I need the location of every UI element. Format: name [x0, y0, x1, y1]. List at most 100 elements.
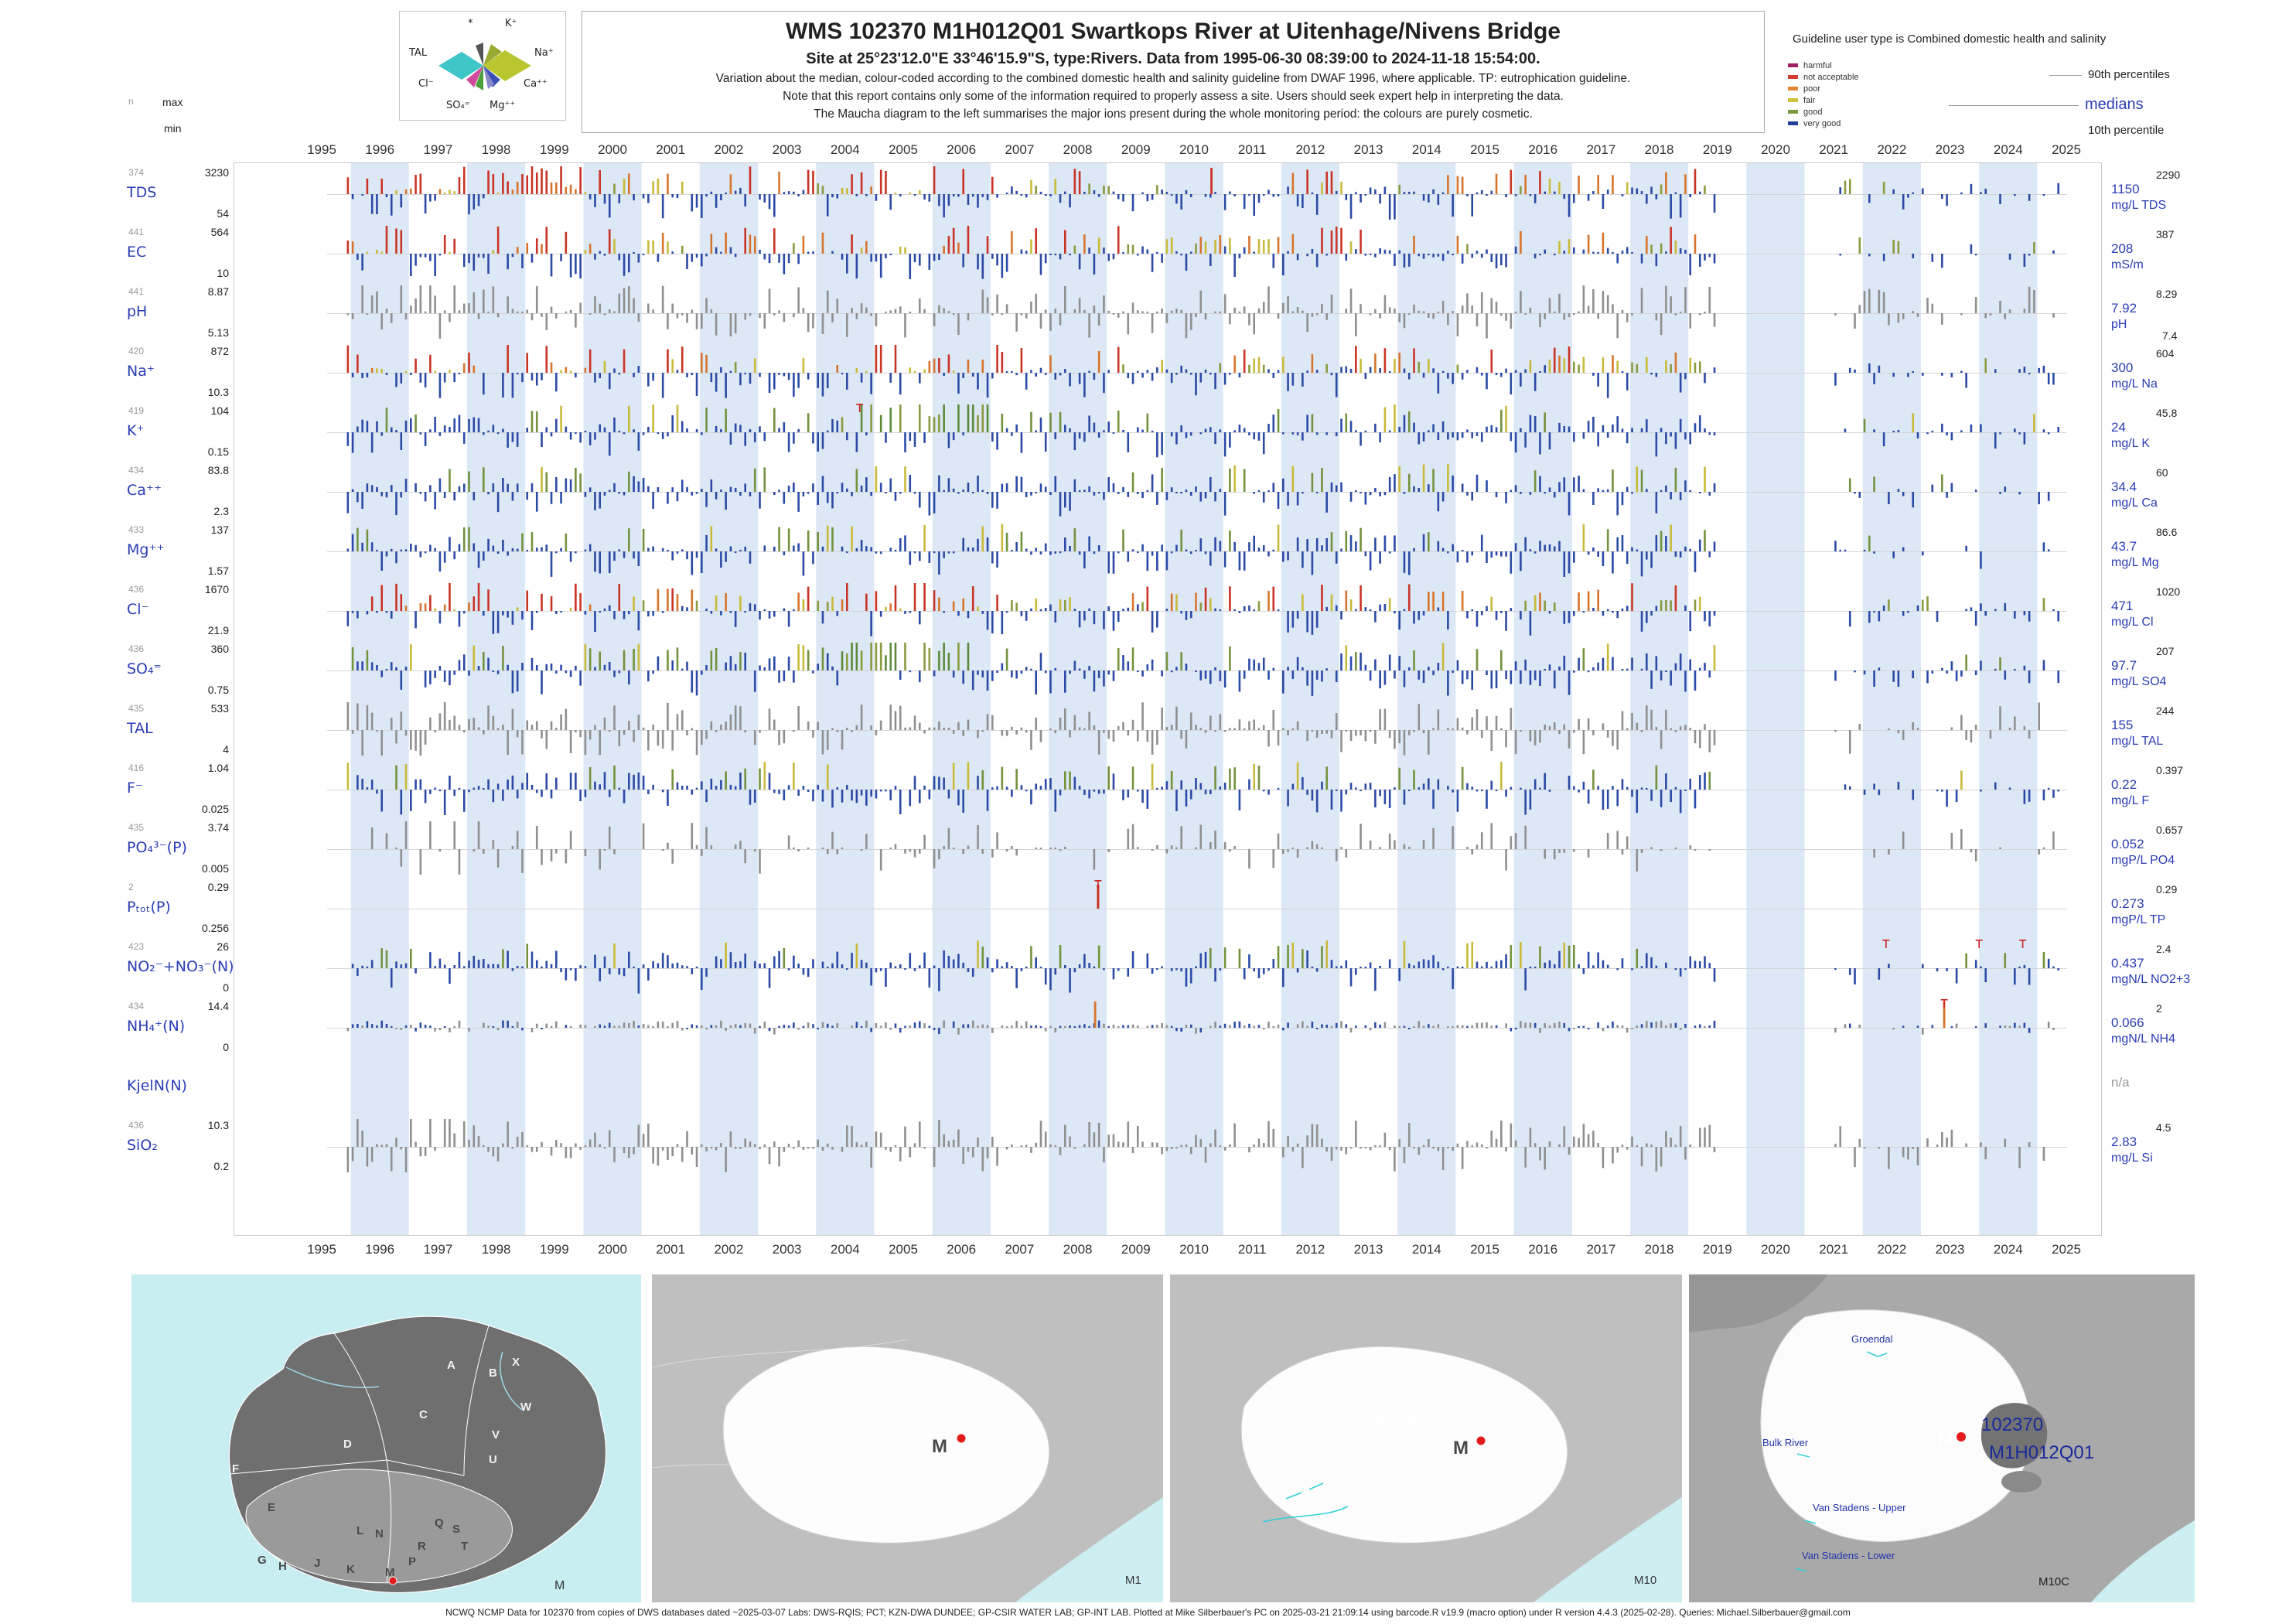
- page-title: WMS 102370 M1H012Q01 Swartkops River at …: [785, 19, 1561, 44]
- param-row-6: 434 83.8 Ca⁺⁺ 2.3 60 34.4 mg/L Ca: [0, 461, 2296, 520]
- sample-count: 420: [128, 346, 145, 357]
- sample-count: 416: [128, 763, 145, 773]
- year-label: 2020: [1761, 1242, 1790, 1257]
- legend-max-label: max: [162, 96, 183, 108]
- param-row-16: KjelN(N) n/a: [0, 1056, 2296, 1116]
- barcode-plot: [327, 404, 2067, 458]
- catchment-dark-2: [2001, 1471, 2042, 1493]
- median-unit: pH: [2111, 318, 2127, 331]
- median-value: 0.437: [2111, 956, 2144, 971]
- min-value: 0.256: [201, 922, 229, 934]
- maucha-wedge-tal: [438, 52, 483, 80]
- barcode-plot: [327, 999, 2067, 1035]
- region-letter-P: P: [408, 1555, 416, 1568]
- year-label: 2005: [889, 1242, 918, 1257]
- region-letter-E: E: [268, 1501, 275, 1514]
- year-label: 2003: [772, 1242, 802, 1257]
- maucha-label-cl: Cl⁻: [418, 78, 434, 90]
- min-value: 21.9: [207, 624, 229, 636]
- year-label: 2015: [1470, 142, 1499, 157]
- region-letter-V: V: [492, 1428, 500, 1441]
- rivers: [1795, 1351, 1888, 1572]
- maucha-label-ca: Ca⁺⁺: [524, 78, 548, 90]
- max-value: 104: [210, 404, 229, 417]
- legend-item-good: good: [1788, 105, 1822, 117]
- param-row-14: 423 26 NO₂⁻+NO₃⁻(N) 0 2.4 0.437 mgN/L NO2+3: [0, 937, 2296, 997]
- median-unit: mg/L F: [2111, 794, 2150, 807]
- year-bands-svg: [350, 163, 2038, 1235]
- param-label: K⁺: [127, 422, 145, 439]
- region-letter-M: M: [385, 1566, 395, 1579]
- station-id: M1H012Q01: [1989, 1442, 2094, 1463]
- year-label: 1995: [307, 142, 336, 157]
- param-row-7: 433 137 Mg⁺⁺ 1.57 86.6 43.7 mg/L Mg: [0, 520, 2296, 580]
- sample-count: 434: [128, 1001, 145, 1012]
- year-label: 2010: [1179, 1242, 1209, 1257]
- median-value: 0.052: [2111, 837, 2144, 851]
- maucha-label-tal: TAL: [409, 47, 428, 59]
- year-label: 2025: [2052, 142, 2081, 157]
- legend-label: not acceptable: [1803, 72, 1859, 82]
- param-label: F⁻: [127, 780, 143, 797]
- year-label: 2011: [1237, 1242, 1267, 1257]
- legend-item-not-acceptable: not acceptable: [1788, 70, 1859, 82]
- ocean: [2091, 1520, 2195, 1602]
- legend-label: harmful: [1803, 60, 1832, 70]
- description-line-1: Variation about the median, colour-coded…: [715, 72, 1631, 85]
- year-label: 2006: [947, 142, 977, 157]
- median-value: 24: [2111, 420, 2126, 435]
- sa-southern-region: [245, 1469, 513, 1584]
- year-label: 2000: [598, 1242, 627, 1257]
- region-letter-L: L: [357, 1524, 363, 1537]
- region-letter-C: C: [419, 1408, 428, 1421]
- ocean: [1534, 1497, 1682, 1602]
- max-value: 14.4: [207, 1000, 229, 1012]
- barcode-plot: [327, 345, 2067, 398]
- panel-label: M10C: [2038, 1575, 2069, 1588]
- region-letter-R: R: [418, 1540, 426, 1553]
- maucha-diagram-box: * K⁺ TAL Na⁺ Cl⁻ Ca⁺⁺ SO₄⁼ Mg⁺⁺: [399, 11, 566, 121]
- param-row-12: 435 3.74 PO₄³⁻(P) 0.005 0.657 0.052 mgP/L PO4: [0, 818, 2296, 878]
- year-label: 2014: [1411, 1242, 1441, 1257]
- param-label: Na⁺: [127, 363, 155, 380]
- catchment-marker: M: [932, 1436, 947, 1457]
- year-label: 2004: [830, 1242, 860, 1257]
- min-value: 0: [223, 981, 229, 994]
- median-unit: mg/L Mg: [2111, 556, 2159, 569]
- p90-value: 2290: [2156, 169, 2181, 181]
- year-label: 2016: [1528, 142, 1558, 157]
- footer-text: NCWQ NCMP Data for 102370 from copies of…: [445, 1607, 1851, 1618]
- year-label: 2013: [1353, 142, 1383, 157]
- p90-value: 60: [2156, 466, 2168, 479]
- region-letter-J: J: [314, 1557, 320, 1570]
- p90-legend-label: 90th percentiles: [2088, 68, 2170, 81]
- map-m10c: Groendal Bulk River Van Stadens - Upper Van…: [1689, 1274, 2195, 1606]
- p10-legend-label: 10th percentile: [2088, 124, 2165, 137]
- median-unit: mg/L Na: [2111, 377, 2158, 391]
- p90-value: 207: [2156, 645, 2175, 657]
- year-label: 2021: [1819, 142, 1849, 157]
- year-label: 2002: [714, 1242, 744, 1257]
- year-label: 2011: [1237, 142, 1267, 157]
- max-value: 1.04: [207, 762, 229, 774]
- median-value: 0.22: [2111, 777, 2137, 792]
- legend-n-label: n: [128, 96, 134, 107]
- legend-label: fair: [1803, 95, 1816, 105]
- year-label: 2010: [1179, 142, 1209, 157]
- barcode-plot: [327, 464, 2067, 517]
- min-value: 0.75: [207, 684, 229, 696]
- year-label: 2022: [1877, 1242, 1907, 1257]
- station-code: 102370: [1981, 1414, 2043, 1435]
- param-row-3: 441 8.87 pH 5.13 8.29 7.92 pH 7.4: [0, 282, 2296, 342]
- min-value: 0.025: [201, 803, 229, 815]
- p90-value: 0.397: [2156, 764, 2184, 776]
- year-label: 2012: [1295, 1242, 1325, 1257]
- max-value: 360: [210, 643, 229, 655]
- legend-swatch: [1788, 121, 1798, 126]
- median-value: 34.4: [2111, 479, 2137, 494]
- region-letter-U: U: [489, 1453, 497, 1466]
- median-unit: mgP/L PO4: [2111, 854, 2175, 867]
